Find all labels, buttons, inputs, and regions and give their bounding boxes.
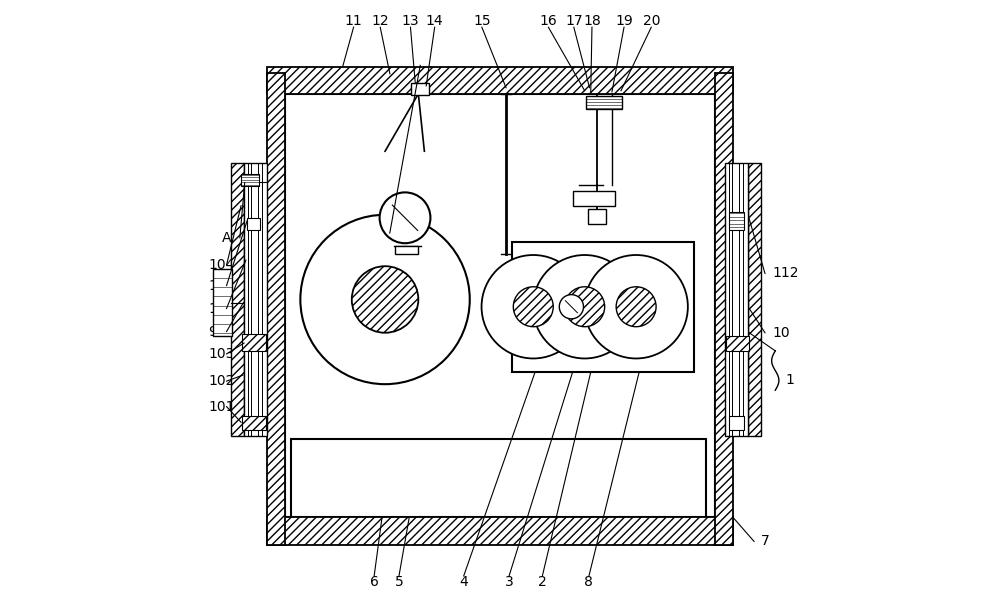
Bar [267, 517, 733, 544]
Bar [242, 334, 266, 351]
Bar [267, 67, 733, 94]
Circle shape [559, 295, 583, 319]
Text: 103: 103 [208, 347, 235, 361]
Text: 18: 18 [583, 14, 601, 28]
Text: 6: 6 [370, 575, 379, 589]
Text: 3: 3 [505, 575, 513, 589]
Bar [512, 242, 694, 372]
Bar [231, 163, 244, 436]
Bar [241, 174, 259, 186]
Circle shape [565, 287, 605, 327]
Bar [729, 416, 744, 430]
Bar [411, 83, 429, 95]
Bar [726, 336, 749, 351]
Text: 8: 8 [584, 575, 593, 589]
Bar [748, 163, 761, 436]
Circle shape [513, 287, 553, 327]
Bar [242, 416, 266, 430]
Text: 106: 106 [208, 278, 235, 293]
Text: 5: 5 [395, 575, 403, 589]
Text: 10: 10 [772, 325, 790, 340]
Circle shape [533, 255, 636, 358]
Bar [729, 212, 744, 230]
Circle shape [584, 255, 688, 358]
Text: 4: 4 [459, 575, 468, 589]
Bar [573, 191, 615, 206]
Text: 1: 1 [786, 373, 794, 387]
Bar [267, 67, 733, 94]
Bar [213, 269, 232, 336]
Bar [725, 163, 748, 436]
Text: 104: 104 [208, 258, 235, 272]
Circle shape [380, 192, 430, 243]
Bar [242, 334, 266, 351]
Text: 15: 15 [473, 14, 491, 28]
Bar [395, 246, 418, 254]
Circle shape [352, 266, 418, 333]
Bar [291, 439, 706, 517]
Bar [586, 96, 622, 109]
Text: 7: 7 [761, 534, 770, 549]
Text: 17: 17 [565, 14, 583, 28]
Text: 16: 16 [540, 14, 557, 28]
Bar [715, 73, 733, 544]
Bar [715, 73, 733, 544]
Bar [748, 163, 761, 436]
Text: 12: 12 [371, 14, 389, 28]
Bar [588, 209, 606, 224]
Text: 13: 13 [402, 14, 419, 28]
Text: 14: 14 [426, 14, 443, 28]
Circle shape [616, 287, 656, 327]
Bar [231, 163, 244, 436]
Text: 19: 19 [615, 14, 633, 28]
Text: 2: 2 [538, 575, 547, 589]
Bar [247, 218, 260, 230]
Bar [267, 517, 733, 544]
Bar [267, 73, 285, 544]
Text: 20: 20 [642, 14, 660, 28]
Text: 102: 102 [208, 374, 235, 388]
Text: 101: 101 [208, 399, 235, 414]
Text: 105: 105 [208, 301, 235, 316]
Circle shape [482, 255, 585, 358]
Bar [242, 416, 266, 430]
Text: 112: 112 [772, 266, 799, 281]
Circle shape [300, 215, 470, 384]
Text: 11: 11 [345, 14, 362, 28]
Bar [285, 94, 715, 517]
Text: A: A [222, 231, 231, 245]
Text: 9: 9 [208, 324, 217, 339]
Bar [244, 163, 267, 436]
Bar [267, 73, 285, 544]
Bar [726, 336, 749, 351]
